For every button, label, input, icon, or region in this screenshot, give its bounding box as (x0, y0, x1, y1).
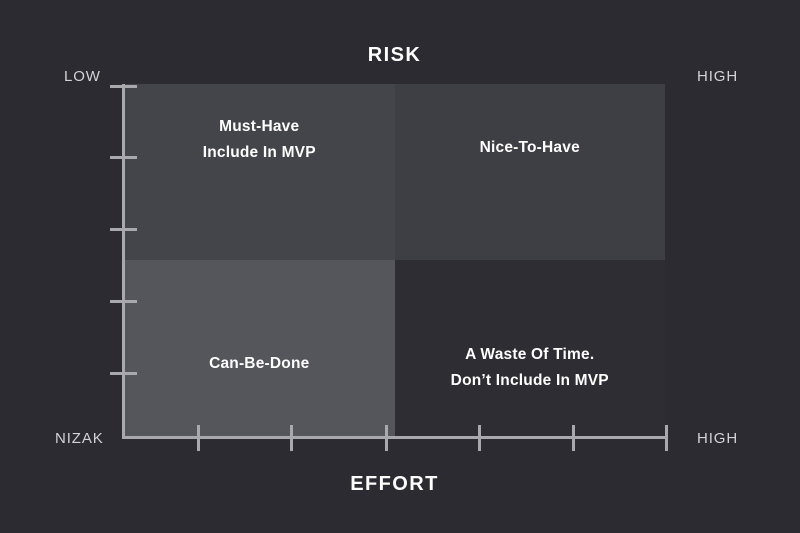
y-axis-tick-4 (110, 371, 137, 375)
risk-axis-high-label: HIGH (697, 68, 739, 85)
y-axis-line (122, 84, 125, 439)
x-axis-line (122, 436, 668, 439)
quadrant-waste-of-time: A Waste Of Time. Don’t Include In MVP (394, 260, 665, 436)
y-axis-tick-3 (110, 300, 137, 304)
quadrant-can-be-done-label: Can-Be-Done (209, 355, 310, 373)
risk-axis-title: RISK (367, 44, 422, 66)
quadrant-nice-to-have: Nice-To-Have (394, 84, 665, 260)
x-axis-tick-2 (384, 425, 388, 451)
x-axis-tick-0 (197, 425, 201, 451)
effort-axis-low-label: NIZAK (55, 430, 104, 447)
x-axis-tick-1 (290, 425, 294, 451)
quadrant-waste-of-time-label: A Waste Of Time. Don’t Include In MVP (450, 346, 609, 389)
quadrant-can-be-done: Can-Be-Done (124, 260, 395, 436)
quadrant-nice-to-have-label: Nice-To-Have (479, 139, 580, 157)
y-axis-tick-2 (110, 227, 137, 231)
effort-axis-title: EFFORT (350, 473, 439, 495)
x-axis-tick-3 (477, 425, 481, 451)
quadrant-must-have-label: Must-Have Include In MVP (202, 118, 316, 161)
y-axis-tick-1 (110, 156, 137, 160)
quadrant-must-have: Must-Have Include In MVP (124, 84, 395, 260)
y-axis-tick-0 (110, 85, 137, 89)
plot-area: Must-Have Include In MVP Nice-To-Have Ca… (124, 84, 665, 436)
x-axis-tick-5 (665, 425, 668, 451)
risk-axis-low-label: LOW (64, 68, 101, 85)
x-axis-tick-4 (571, 425, 575, 451)
effort-axis-high-label: HIGH (697, 430, 739, 447)
